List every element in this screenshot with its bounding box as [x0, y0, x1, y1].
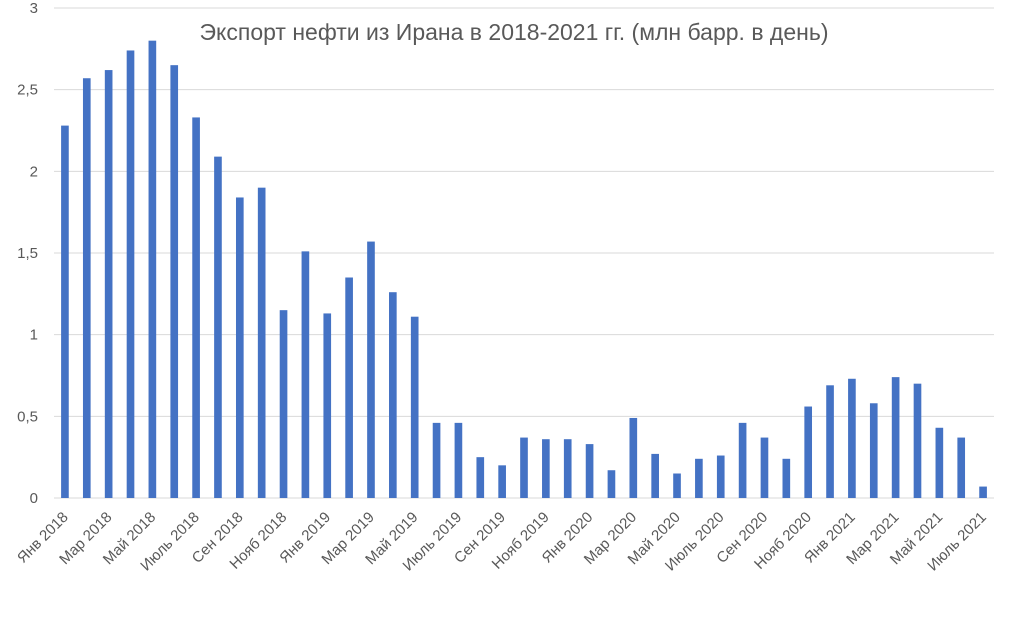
- bar: [323, 313, 332, 498]
- bar: [214, 156, 222, 498]
- bar: [651, 453, 659, 498]
- y-tick-label: 1: [30, 327, 38, 344]
- bar: [104, 70, 113, 499]
- bar: [257, 187, 266, 498]
- bar: [673, 473, 681, 498]
- bar: [629, 417, 638, 498]
- bar: [848, 378, 856, 498]
- bar: [170, 65, 179, 499]
- y-axis-ticks: 0 0,5 1 1,5 2 2,5 3: [17, 0, 38, 507]
- y-tick-label: 0,5: [17, 408, 38, 425]
- bar: [148, 40, 157, 499]
- bar: [542, 439, 550, 498]
- y-tick-label: 2: [30, 163, 38, 180]
- bar: [585, 444, 594, 498]
- bar: [869, 403, 878, 498]
- bar: [389, 292, 397, 498]
- bar: [192, 117, 200, 498]
- bar: [979, 486, 987, 498]
- bar: [695, 458, 703, 498]
- bar: [279, 310, 288, 498]
- bar: [891, 377, 900, 498]
- y-tick-label: 0: [30, 490, 38, 507]
- bar: [82, 78, 91, 498]
- bar: [957, 437, 966, 498]
- bars: [61, 40, 987, 499]
- y-tick-label: 2,5: [17, 82, 38, 99]
- bar: [826, 385, 834, 498]
- bar: [410, 316, 419, 498]
- y-tick-label: 3: [30, 0, 38, 17]
- bar: [301, 251, 310, 498]
- bar: [126, 50, 135, 498]
- chart-title: Экспорт нефти из Ирана в 2018-2021 гг. (…: [200, 19, 829, 45]
- bar: [782, 458, 791, 498]
- grid-lines: [54, 7, 994, 499]
- bar: [935, 427, 944, 498]
- bar: [760, 437, 769, 498]
- bar: [235, 197, 244, 498]
- bar: [498, 465, 506, 498]
- bar: [454, 422, 463, 498]
- bar: [716, 455, 725, 498]
- bar: [61, 125, 69, 498]
- bar: [476, 457, 485, 498]
- bar: [913, 383, 922, 498]
- bar: [520, 437, 528, 498]
- bar: [432, 422, 441, 498]
- bar: [563, 439, 572, 498]
- bar: [367, 241, 375, 499]
- bar: [738, 422, 747, 498]
- bar: [345, 277, 353, 498]
- bar: [804, 406, 813, 498]
- bar: [607, 470, 616, 498]
- y-tick-label: 1,5: [17, 245, 38, 262]
